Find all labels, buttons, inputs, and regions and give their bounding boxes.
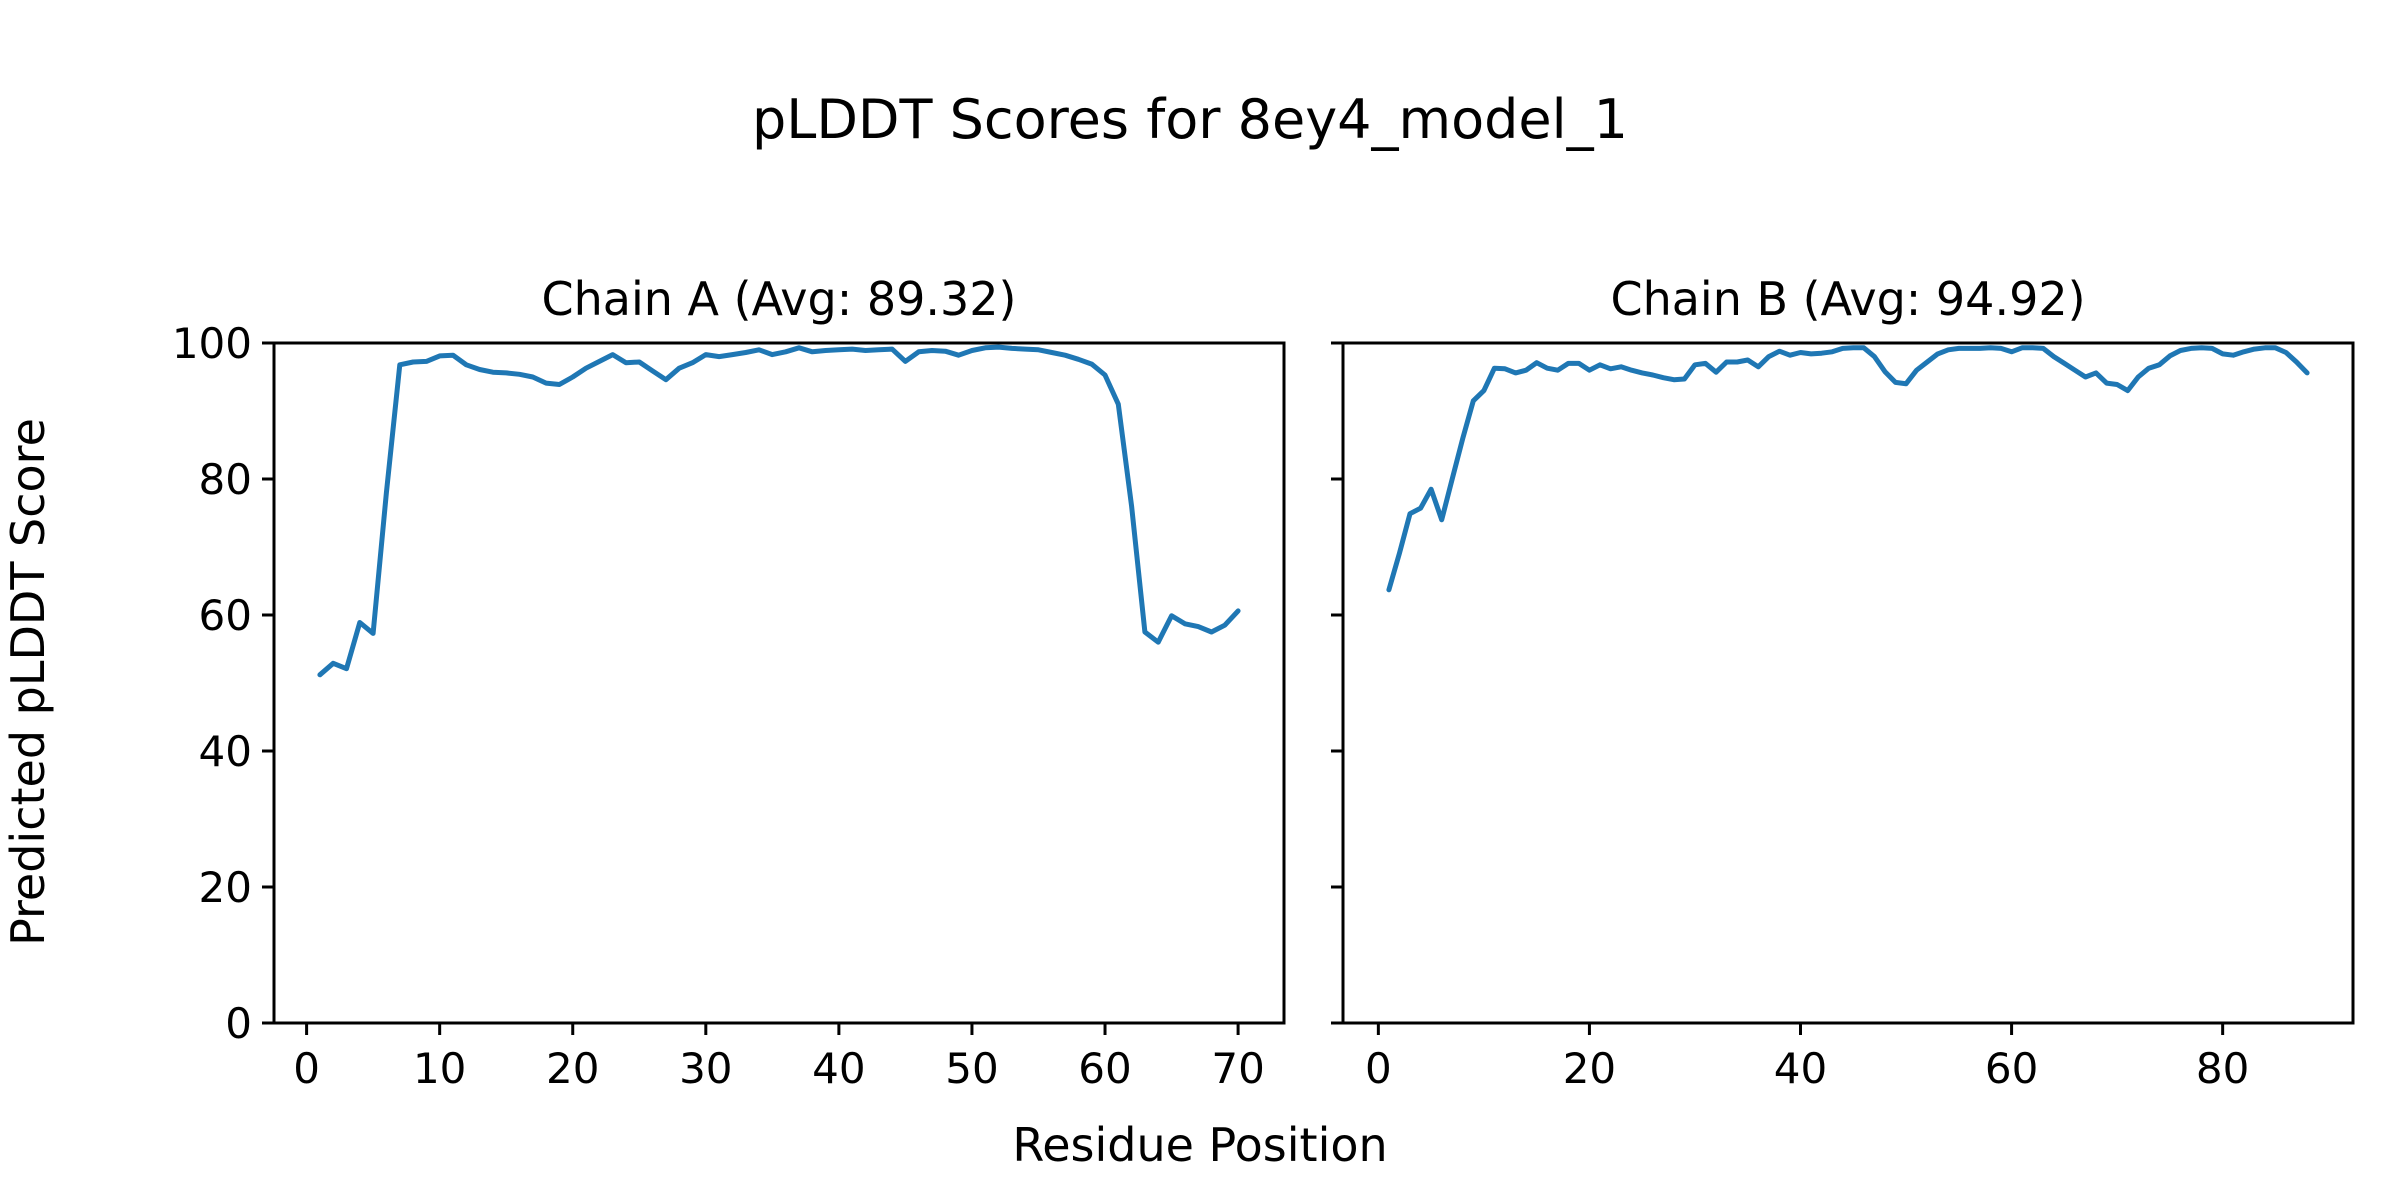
subplot-title-chain-a: Chain A (Avg: 89.32) bbox=[541, 272, 1017, 326]
axes-spines bbox=[1341, 341, 2355, 1025]
x-tick-label: 10 bbox=[413, 1044, 466, 1093]
figure-title: pLDDT Scores for 8ey4_model_1 bbox=[751, 88, 1629, 151]
y-tick-label: 20 bbox=[199, 863, 252, 912]
x-tick-label: 40 bbox=[812, 1044, 865, 1093]
x-tick-label: 20 bbox=[546, 1044, 599, 1093]
x-tick-label: 0 bbox=[293, 1044, 320, 1093]
x-tick-label: 70 bbox=[1211, 1044, 1264, 1093]
x-tick-label: 20 bbox=[1563, 1044, 1616, 1093]
y-tick-label: 0 bbox=[225, 999, 252, 1048]
axes-spines bbox=[272, 341, 1286, 1025]
x-tick-label: 40 bbox=[1774, 1044, 1827, 1093]
subplot-title-chain-b: Chain B (Avg: 94.92) bbox=[1610, 272, 2086, 326]
plddt-line-chain-a bbox=[317, 344, 1241, 678]
y-axis-label: Predicted pLDDT Score bbox=[1, 418, 55, 946]
y-tick-label: 80 bbox=[199, 455, 252, 504]
y-tick-label: 40 bbox=[199, 727, 252, 776]
x-tick-label: 60 bbox=[1078, 1044, 1131, 1093]
x-tick-label: 80 bbox=[2196, 1044, 2249, 1093]
x-tick-label: 30 bbox=[679, 1044, 732, 1093]
x-tick-label: 50 bbox=[945, 1044, 998, 1093]
y-tick-label: 100 bbox=[172, 319, 252, 368]
x-axis-label: Residue Position bbox=[1012, 1118, 1388, 1172]
plddt-line-chain-b bbox=[1386, 345, 2310, 593]
x-tick-label: 60 bbox=[1985, 1044, 2038, 1093]
y-tick-label: 60 bbox=[199, 591, 252, 640]
x-tick-label: 0 bbox=[1365, 1044, 1392, 1093]
